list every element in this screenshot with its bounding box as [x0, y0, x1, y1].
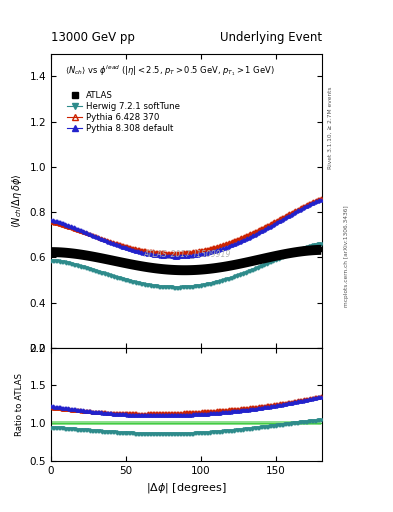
Y-axis label: $\langle N_{ch} / \Delta\eta\,\delta\phi \rangle$: $\langle N_{ch} / \Delta\eta\,\delta\phi…: [10, 174, 24, 228]
Legend: ATLAS, Herwig 7.2.1 softTune, Pythia 6.428 370, Pythia 8.308 default: ATLAS, Herwig 7.2.1 softTune, Pythia 6.4…: [64, 88, 184, 137]
Text: 13000 GeV pp: 13000 GeV pp: [51, 31, 135, 44]
Text: $\langle N_{ch}\rangle$ vs $\phi^{lead}$ ($|\eta| < 2.5$, $p_T > 0.5$ GeV, $p_{T: $\langle N_{ch}\rangle$ vs $\phi^{lead}$…: [64, 62, 274, 77]
X-axis label: $|\Delta\phi|$ [degrees]: $|\Delta\phi|$ [degrees]: [146, 481, 227, 495]
Text: Rivet 3.1.10, ≥ 2.7M events: Rivet 3.1.10, ≥ 2.7M events: [328, 87, 333, 169]
Y-axis label: Ratio to ATLAS: Ratio to ATLAS: [15, 373, 24, 436]
Text: Underlying Event: Underlying Event: [220, 31, 322, 44]
Text: ATLAS_2017_I1509919: ATLAS_2017_I1509919: [143, 249, 230, 258]
Text: mcplots.cern.ch [arXiv:1306.3436]: mcplots.cern.ch [arXiv:1306.3436]: [344, 205, 349, 307]
